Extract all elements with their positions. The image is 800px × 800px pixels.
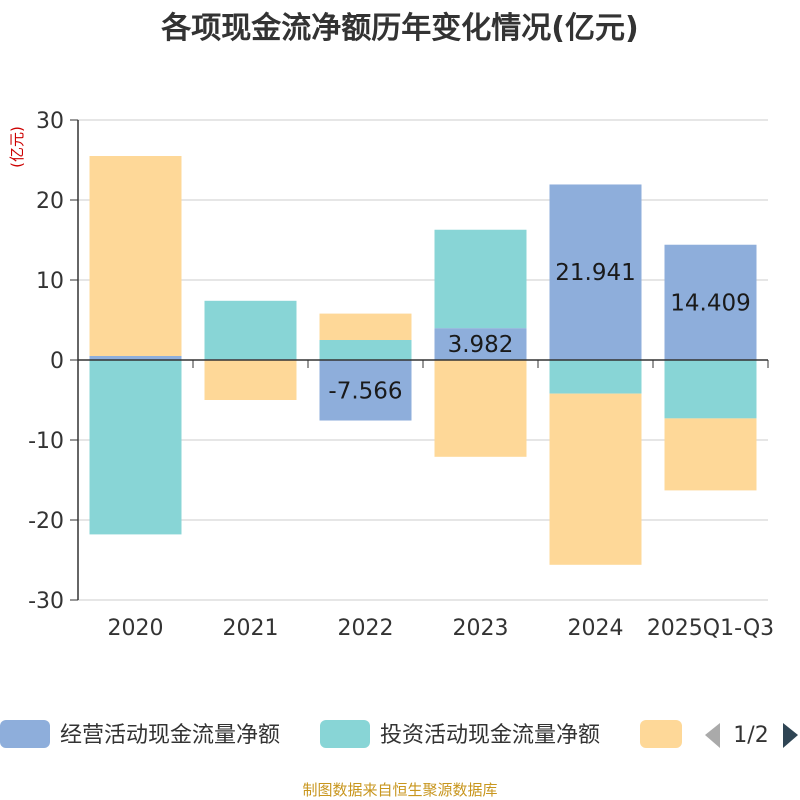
bar-2022-series-2[interactable] (319, 313, 412, 340)
bar-2021-series-1[interactable] (204, 300, 297, 360)
data-label: -7.566 (328, 378, 402, 404)
y-tick-label: -10 (28, 429, 64, 454)
chart-title: 各项现金流净额历年变化情况(亿元) (160, 11, 638, 46)
legend: 经营活动现金流量净额 投资活动现金流量净额 1/2 (0, 720, 798, 748)
x-tick-label: 2023 (453, 616, 509, 641)
legend-label-investing: 投资活动现金流量净额 (380, 723, 600, 748)
y-tick-label: -20 (28, 509, 64, 534)
bar-2022-series-1[interactable] (319, 340, 412, 360)
data-labels: -7.566 3.982 21.941 14.409 (328, 260, 750, 404)
bar-2025Q1-Q3-series-1[interactable] (664, 360, 757, 419)
y-tick-label: 30 (36, 109, 64, 134)
bar-2024-series-0[interactable] (549, 184, 642, 360)
bars-group (89, 156, 757, 565)
bar-2023-series-2[interactable] (434, 360, 527, 457)
legend-item-operating[interactable]: 经营活动现金流量净额 (0, 720, 280, 748)
x-tick-label: 2021 (223, 616, 279, 641)
y-tick-label: 0 (50, 349, 64, 374)
bar-2025Q1-Q3-series-0[interactable] (664, 244, 757, 360)
bar-2025Q1-Q3-series-2[interactable] (664, 418, 757, 491)
y-tick-label: 10 (36, 269, 64, 294)
legend-item-financing[interactable] (640, 720, 682, 748)
bar-2023-series-1[interactable] (434, 229, 527, 329)
legend-prev-page-icon[interactable] (705, 723, 720, 748)
x-tick-label: 2020 (108, 616, 164, 641)
bar-2020-series-1[interactable] (89, 360, 182, 535)
data-label: 14.409 (670, 290, 750, 316)
source-note: 制图数据来自恒生聚源数据库 (302, 781, 497, 799)
legend-swatch-investing (320, 720, 370, 748)
legend-next-page-icon[interactable] (783, 723, 798, 748)
data-label: 21.941 (555, 260, 635, 286)
y-axis-unit: (亿元) (8, 126, 26, 168)
data-label: 3.982 (448, 332, 514, 358)
bar-2020-series-2[interactable] (89, 156, 182, 356)
bar-2021-series-2[interactable] (204, 360, 297, 400)
y-tick-label: -30 (28, 589, 64, 614)
legend-page-indicator: 1/2 (733, 723, 768, 748)
bar-2020-series-0[interactable] (89, 356, 182, 360)
y-tick-label: 20 (36, 189, 64, 214)
legend-swatch-financing (640, 720, 682, 748)
bar-2024-series-1[interactable] (549, 360, 642, 394)
x-tick-label: 2024 (568, 616, 624, 641)
legend-item-investing[interactable]: 投资活动现金流量净额 (320, 720, 600, 748)
bar-2023-series-0[interactable] (434, 328, 527, 360)
legend-label-operating: 经营活动现金流量净额 (60, 723, 280, 748)
axes: 30 20 10 0 -10 -20 -30 2020 2021 2022 2023 2024 2025… (28, 109, 774, 641)
x-tick-label: 2025Q1-Q3 (647, 616, 774, 641)
legend-swatch-operating (0, 720, 50, 748)
x-tick-label: 2022 (338, 616, 394, 641)
bar-2022-series-0[interactable] (319, 360, 412, 421)
bar-2024-series-2[interactable] (549, 393, 642, 565)
